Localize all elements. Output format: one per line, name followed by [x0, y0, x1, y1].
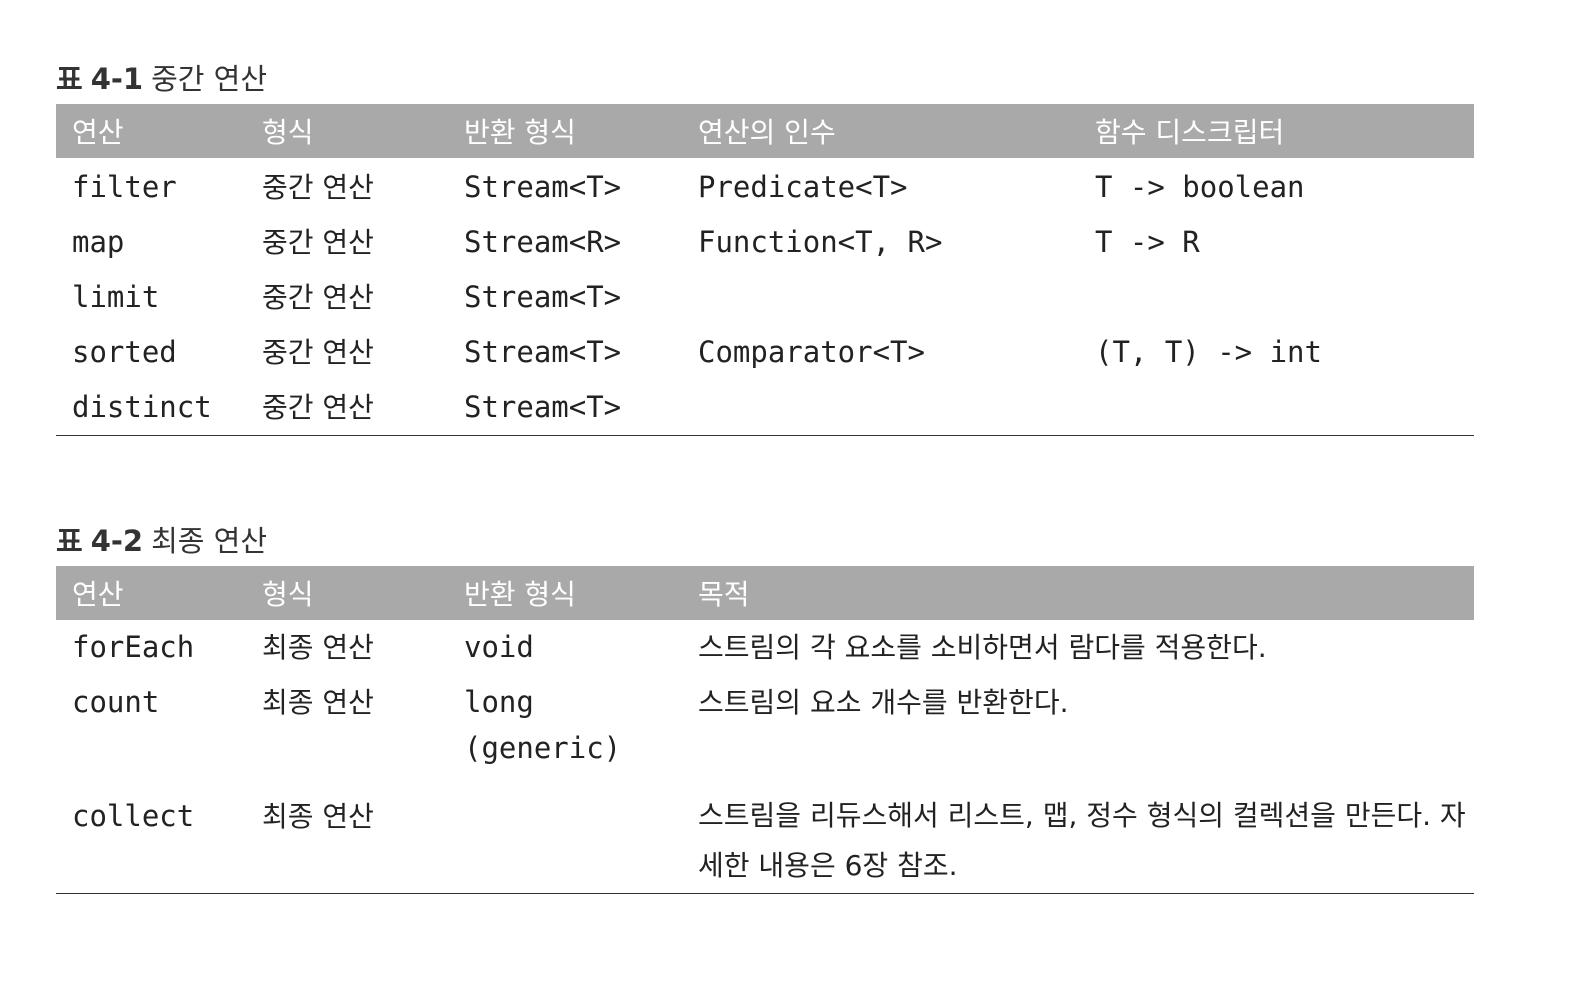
operation-cell: map: [72, 225, 125, 259]
header-argument: 연산의 인수: [682, 104, 1079, 158]
descriptor-cell: (T, T) -> int: [1095, 335, 1322, 369]
operation-cell: sorted: [72, 335, 177, 369]
caption-title: 중간 연산: [151, 62, 268, 96]
operation-cell: filter: [72, 170, 177, 204]
return-type-value: long: [464, 685, 534, 719]
terminal-operations-table: 연산 형식 반환 형식 목적 forEach 최종 연산 void 스트림의 각…: [56, 566, 1474, 894]
header-operation: 연산: [56, 566, 246, 620]
table-row: map 중간 연산 Stream<R> Function<T, R> T -> …: [56, 215, 1474, 270]
operation-cell: forEach: [72, 630, 195, 664]
table-4-2-caption: 표 4-2 최종 연산: [56, 518, 267, 560]
table-row: count 최종 연산 long (generic) 스트림의 요소 개수를 반환…: [56, 675, 1474, 789]
return-type-cell: Stream<T>: [464, 280, 622, 314]
argument-cell: [682, 270, 1079, 325]
caption-label: 표: [56, 62, 83, 96]
return-type-cell: Stream<T>: [464, 335, 622, 369]
caption-number: 4-2: [90, 524, 144, 558]
descriptor-cell: [1079, 270, 1474, 325]
type-cell: 중간 연산: [262, 336, 374, 369]
header-return-type: 반환 형식: [448, 104, 682, 158]
table-4-1-caption: 표 4-1 중간 연산: [56, 56, 267, 98]
return-type-cell: Stream<T>: [464, 170, 622, 204]
header-purpose: 목적: [682, 566, 1474, 620]
table-row: forEach 최종 연산 void 스트림의 각 요소를 소비하면서 람다를 …: [56, 620, 1474, 675]
type-cell: 중간 연산: [262, 281, 374, 314]
operation-cell: distinct: [72, 390, 212, 424]
return-type-cell: [448, 789, 682, 894]
purpose-cell: 스트림의 각 요소를 소비하면서 람다를 적용한다.: [698, 631, 1267, 664]
intermediate-operations-table: 연산 형식 반환 형식 연산의 인수 함수 디스크립터 filter 중간 연산…: [56, 104, 1474, 436]
argument-cell: [682, 380, 1079, 436]
operation-cell: limit: [72, 280, 160, 314]
descriptor-cell: T -> boolean: [1095, 170, 1305, 204]
return-type-note: (generic): [464, 731, 622, 765]
operation-cell: count: [72, 685, 160, 719]
argument-cell: Comparator<T>: [698, 335, 925, 369]
return-type-cell: long (generic): [448, 675, 682, 789]
operation-cell: collect: [72, 799, 195, 833]
table-row: filter 중간 연산 Stream<T> Predicate<T> T ->…: [56, 158, 1474, 215]
type-cell: 중간 연산: [262, 171, 374, 204]
type-cell: 최종 연산: [262, 686, 374, 719]
return-type-cell: Stream<T>: [464, 390, 622, 424]
header-type: 형식: [246, 104, 448, 158]
table-row: sorted 중간 연산 Stream<T> Comparator<T> (T,…: [56, 325, 1474, 380]
table-header-row: 연산 형식 반환 형식 연산의 인수 함수 디스크립터: [56, 104, 1474, 158]
type-cell: 중간 연산: [262, 226, 374, 259]
argument-cell: Predicate<T>: [698, 170, 908, 204]
table-row: distinct 중간 연산 Stream<T>: [56, 380, 1474, 436]
caption-number: 4-1: [90, 62, 144, 96]
purpose-cell: 스트림의 요소 개수를 반환한다.: [698, 686, 1069, 719]
header-function-descriptor: 함수 디스크립터: [1079, 104, 1474, 158]
purpose-cell: 스트림을 리듀스해서 리스트, 맵, 정수 형식의 컬렉션을 만든다. 자세한 …: [698, 799, 1466, 882]
caption-label: 표: [56, 524, 83, 558]
header-return-type: 반환 형식: [448, 566, 682, 620]
header-operation: 연산: [56, 104, 246, 158]
type-cell: 최종 연산: [262, 800, 374, 833]
return-type-cell: void: [464, 630, 534, 664]
descriptor-cell: T -> R: [1095, 225, 1200, 259]
header-type: 형식: [246, 566, 448, 620]
type-cell: 최종 연산: [262, 631, 374, 664]
return-type-cell: Stream<R>: [464, 225, 622, 259]
table-row: collect 최종 연산 스트림을 리듀스해서 리스트, 맵, 정수 형식의 …: [56, 789, 1474, 894]
table-header-row: 연산 형식 반환 형식 목적: [56, 566, 1474, 620]
caption-title: 최종 연산: [151, 524, 268, 558]
argument-cell: Function<T, R>: [698, 225, 943, 259]
type-cell: 중간 연산: [262, 391, 374, 424]
table-row: limit 중간 연산 Stream<T>: [56, 270, 1474, 325]
descriptor-cell: [1079, 380, 1474, 436]
